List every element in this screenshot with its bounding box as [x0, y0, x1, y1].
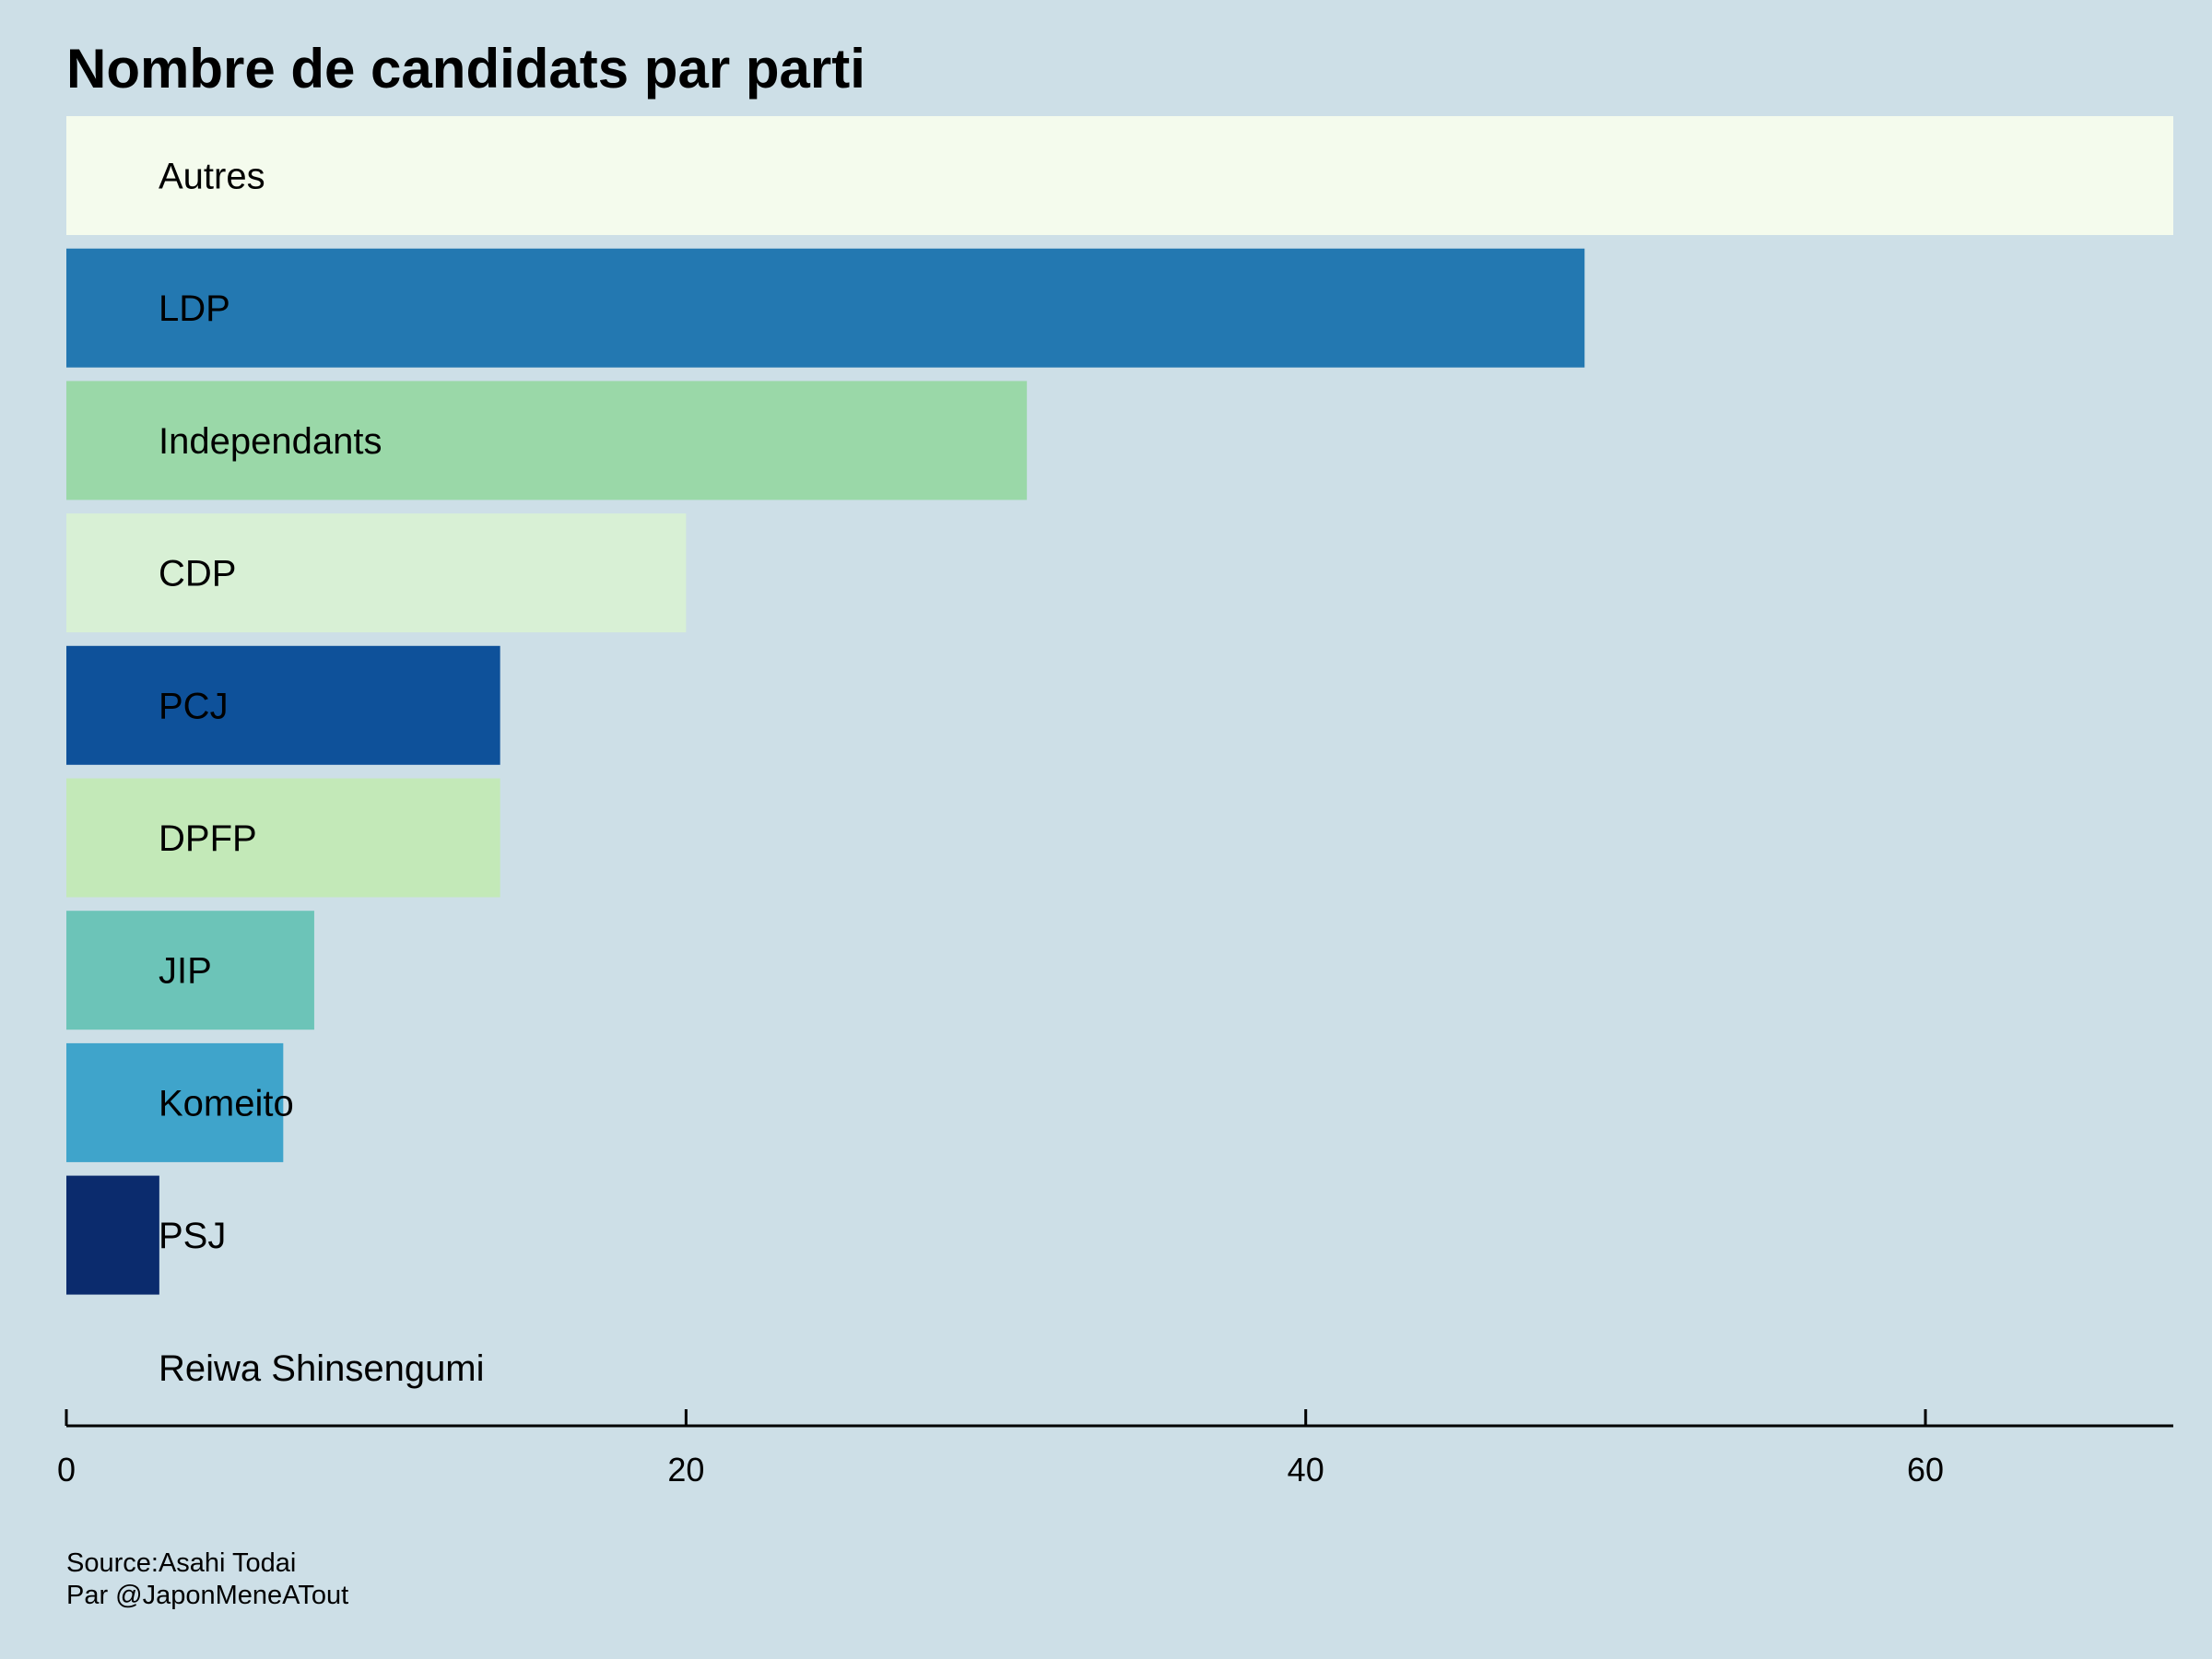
x-tick-label-60: 60	[1907, 1451, 1944, 1488]
bar-ldp	[66, 248, 1585, 368]
bar-label-autres: Autres	[159, 157, 265, 197]
bar-label-dpfp: DPFP	[159, 818, 257, 859]
bar-cdp	[66, 513, 687, 633]
bar-label-komeito: Komeito	[159, 1083, 294, 1124]
x-tick-label-20: 20	[667, 1451, 704, 1488]
bar-psj	[66, 1175, 159, 1295]
bar-label-cdp: CDP	[159, 554, 236, 594]
bar-label-reiwa-shinsengumi: Reiwa Shinsengumi	[159, 1348, 485, 1389]
x-tick-label-0: 0	[57, 1451, 76, 1488]
bar-labels-group: Autres LDP Independants CDP PCJ DPFP JIP Komeit…	[159, 157, 485, 1389]
chart-title: Nombre de candidats par parti	[66, 38, 865, 100]
bar-dpfp	[66, 778, 500, 898]
bar-pcj	[66, 645, 500, 765]
x-axis: 0 20 40 60	[57, 1409, 2173, 1488]
bar-independants	[66, 381, 1028, 500]
bar-jip	[66, 911, 314, 1030]
author-caption: Par @JaponMeneATout	[66, 1581, 348, 1610]
bar-autres	[66, 116, 2173, 235]
source-caption: Source:Asahi Todai	[66, 1548, 296, 1578]
bar-label-independants: Independants	[159, 421, 382, 462]
bars-group	[66, 116, 2173, 1295]
bar-komeito	[66, 1042, 284, 1162]
bar-label-jip: JIP	[159, 951, 212, 992]
bar-label-pcj: PCJ	[159, 686, 229, 726]
bar-label-psj: PSJ	[159, 1216, 226, 1256]
x-tick-label-40: 40	[1288, 1451, 1324, 1488]
bar-label-ldp: LDP	[159, 288, 230, 329]
